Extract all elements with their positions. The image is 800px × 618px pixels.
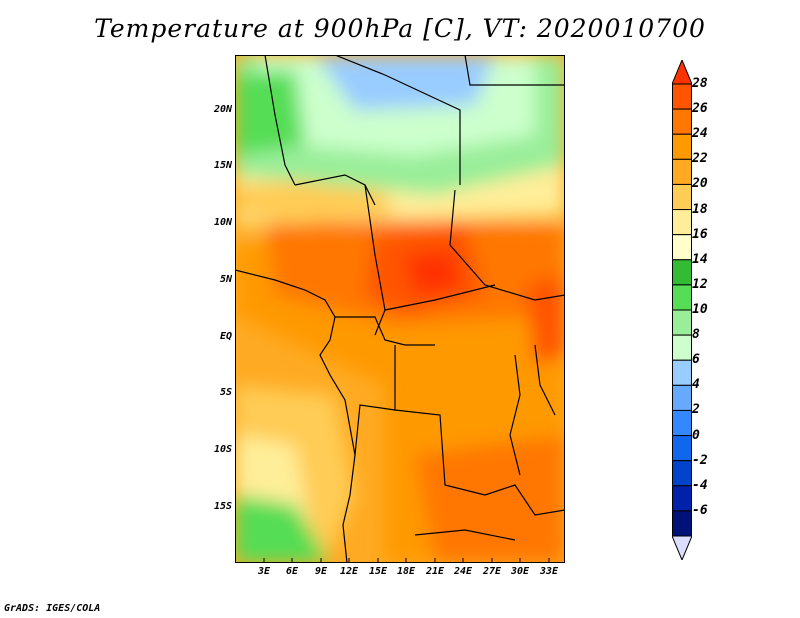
colorbar-swatch: [672, 309, 692, 336]
colorbar-label: -4: [692, 477, 708, 493]
lon-ticks: [263, 558, 550, 563]
lon-label-27e: 27E: [482, 566, 502, 577]
map-frame: [235, 55, 565, 563]
colorbar-label: 10: [692, 302, 708, 317]
lon-label-30e: 30E: [510, 566, 530, 577]
colorbar-swatch: [672, 334, 692, 361]
map-title: Temperature at 900hPa [C], VT: 202001070…: [94, 14, 706, 43]
colorbar-swatch: [672, 83, 692, 110]
colorbar-swatch: [672, 108, 692, 135]
colorbar-top-arrow: [672, 60, 692, 85]
footer-credit: GrADS: IGES/COLA: [4, 603, 101, 614]
colorbar-swatch: [672, 284, 692, 311]
colorbar-swatch: [672, 510, 692, 537]
colorbar-label: 16: [692, 226, 708, 242]
colorbar-swatch: [672, 409, 692, 437]
colorbar-label: 28: [692, 76, 708, 91]
colorbar-label: 6: [692, 352, 700, 368]
colorbar-swatch: [672, 359, 692, 386]
colorbar-label: 2: [692, 402, 700, 418]
colorbar-label: 4: [692, 377, 700, 393]
colorbar-swatch: [672, 259, 692, 286]
colorbar-swatch: [672, 209, 692, 236]
lon-label-24e: 24E: [453, 566, 473, 577]
colorbar-label: -6: [692, 502, 708, 518]
temperature-field: [235, 55, 565, 563]
colorbar-swatch: [672, 460, 692, 487]
lon-label-15e: 15E: [368, 566, 388, 577]
colorbar-swatch: [672, 485, 692, 512]
colorbar-label: 18: [692, 201, 708, 217]
colorbar-swatch: [672, 435, 692, 462]
lon-label-21e: 21E: [425, 566, 445, 577]
colorbar: [672, 60, 692, 560]
lon-label-18e: 18E: [396, 566, 416, 577]
lon-label-12e: 12E: [339, 566, 359, 577]
lat-label-20n: 20N: [213, 104, 232, 115]
lat-label-10s: 10S: [213, 444, 232, 455]
colorbar-swatch: [672, 384, 692, 411]
lon-label-6e: 6E: [285, 566, 299, 577]
colorbar-label: 24: [692, 126, 708, 142]
colorbar-label: 12: [692, 276, 708, 292]
temperature-map: [235, 55, 565, 563]
coastlines-and-borders: [235, 55, 565, 563]
colorbar-label: 20: [692, 176, 708, 192]
lon-label-3e: 3E: [257, 566, 271, 577]
lat-label-15n: 15N: [213, 160, 232, 171]
lat-label-eq: EQ: [219, 331, 232, 342]
colorbar-swatch: [672, 158, 692, 185]
colorbar-swatch: [672, 183, 692, 211]
colorbar-label: 22: [692, 151, 708, 167]
colorbar-bottom-arrow: [672, 535, 692, 560]
lat-label-15s: 15S: [213, 501, 232, 512]
colorbar-swatch: [672, 133, 692, 160]
colorbar-swatch: [672, 234, 692, 261]
colorbar-label: 8: [692, 327, 700, 343]
colorbar-label: 26: [692, 101, 708, 117]
colorbar-label: 14: [692, 251, 708, 267]
lon-label-33e: 33E: [539, 566, 559, 577]
lat-label-10n: 10N: [213, 217, 232, 228]
lat-label-5s: 5S: [219, 387, 232, 398]
lat-label-5n: 5N: [219, 274, 232, 285]
colorbar-label: -2: [692, 452, 708, 468]
colorbar-label: 0: [692, 427, 700, 443]
lon-label-9e: 9E: [314, 566, 328, 577]
